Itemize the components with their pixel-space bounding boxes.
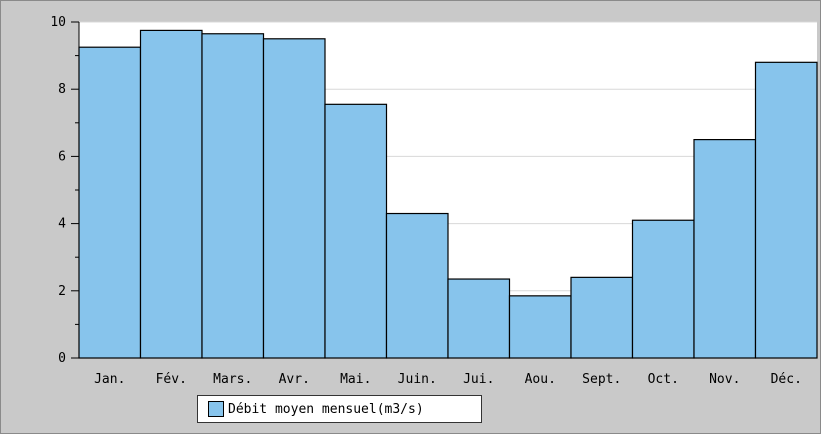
- x-tick-label: Juin.: [398, 372, 437, 387]
- bar: [201, 33, 265, 359]
- bars: [78, 29, 818, 359]
- x-tick-label: Mars.: [213, 372, 252, 387]
- x-tick-label: Déc.: [771, 372, 802, 387]
- x-tick-label: Fév.: [156, 372, 187, 387]
- bar: [508, 295, 572, 359]
- bar: [385, 212, 449, 359]
- y-tick-label: 4: [58, 217, 66, 232]
- y-tick-label: 6: [58, 149, 66, 164]
- x-tick-label: Nov.: [709, 372, 740, 387]
- bar: [262, 38, 326, 359]
- bar: [570, 276, 634, 359]
- bar-chart: 0 2 4 6 8 10 Jan. Fév. Mars. Avr. Mai. Juin. Jui. Aou…: [50, 15, 818, 387]
- x-tick-label: Avr.: [279, 372, 310, 387]
- bar: [754, 61, 818, 359]
- bar: [447, 278, 511, 359]
- legend-swatch: [208, 401, 224, 417]
- x-tick-label: Oct.: [648, 372, 679, 387]
- x-tick-label: Jui.: [463, 372, 494, 387]
- bar: [693, 139, 757, 359]
- x-tick-label: Jan.: [94, 372, 125, 387]
- bar: [631, 219, 695, 359]
- tick-labels: 0 2 4 6 8 10 Jan. Fév. Mars. Avr. Mai. Juin. Jui. Aou…: [50, 15, 802, 387]
- x-tick-label: Aou.: [525, 372, 556, 387]
- x-tick-label: Sept.: [582, 372, 621, 387]
- axes: [71, 21, 817, 359]
- y-tick-label: 2: [58, 284, 66, 299]
- y-tick-label: 10: [50, 15, 66, 30]
- x-tick-label: Mai.: [340, 372, 371, 387]
- y-tick-label: 0: [58, 351, 66, 366]
- bar: [78, 46, 142, 359]
- legend: Débit moyen mensuel(m3/s): [197, 395, 482, 423]
- legend-label: Débit moyen mensuel(m3/s): [228, 401, 424, 417]
- y-tick-label: 8: [58, 82, 66, 97]
- bar: [324, 103, 388, 359]
- bar: [139, 29, 203, 359]
